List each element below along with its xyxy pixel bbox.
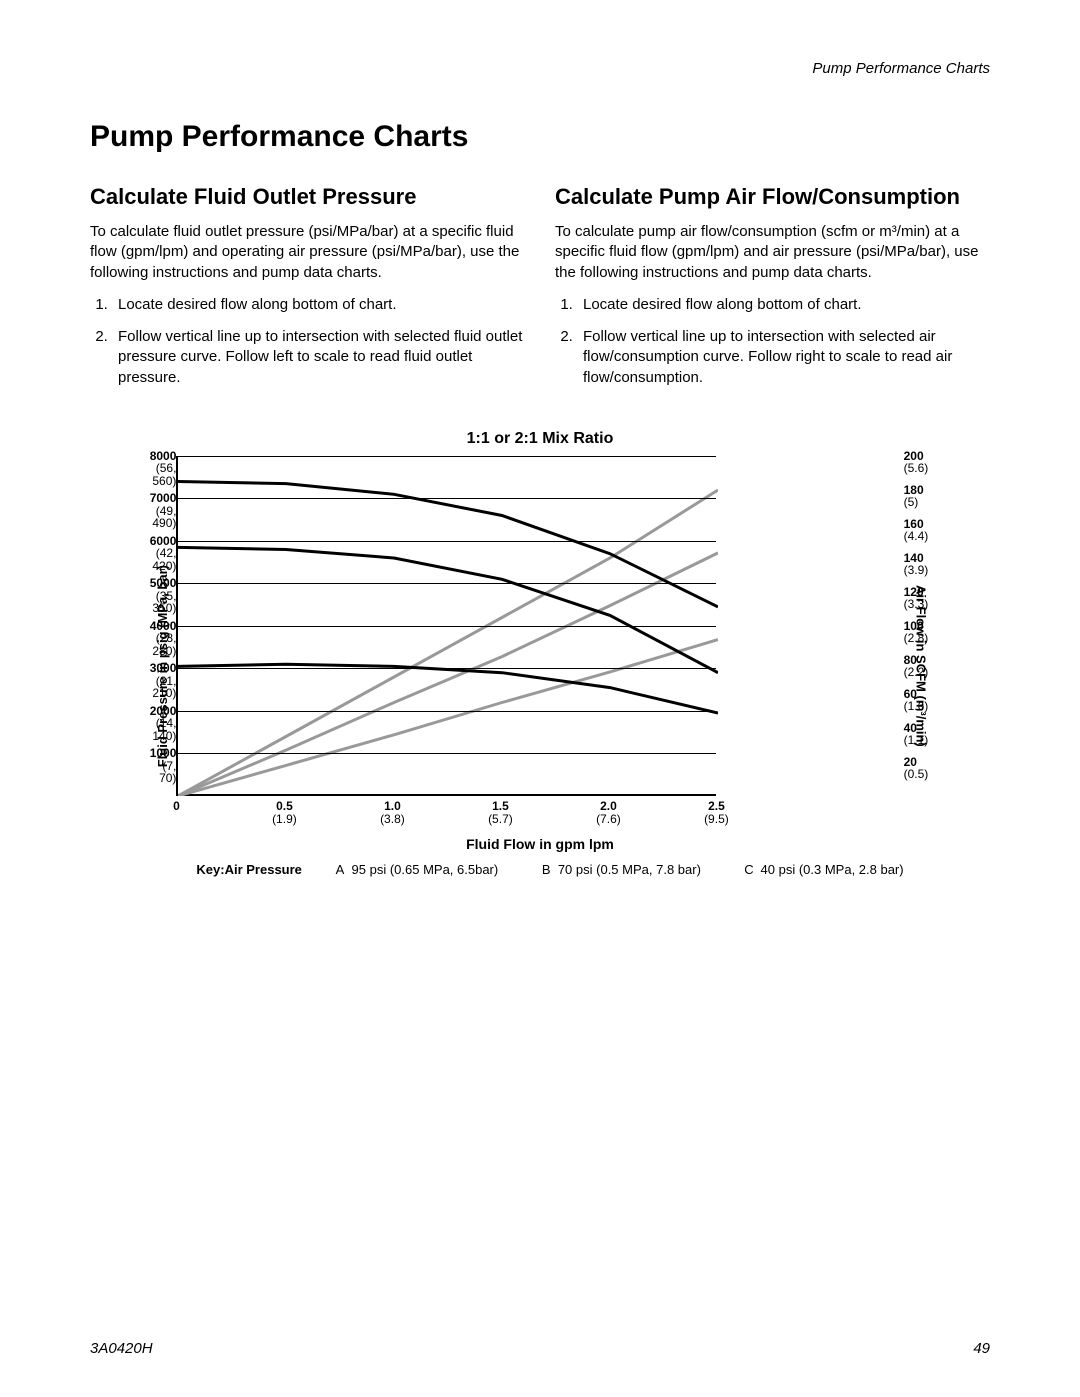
- x-axis-label: Fluid Flow in gpm lpm: [176, 836, 903, 852]
- legend-title: Key:Air Pressure: [196, 862, 302, 877]
- header-section-title: Pump Performance Charts: [812, 60, 990, 77]
- chart-title: 1:1 or 2:1 Mix Ratio: [90, 430, 990, 448]
- footer-page-number: 49: [973, 1340, 990, 1357]
- x-ticks: 00.5(1.9)1.0(3.8)1.5(5.7)2.0(7.6)2.5(9.5…: [176, 800, 716, 830]
- right-heading: Calculate Pump Air Flow/Consumption: [555, 184, 990, 210]
- footer-doc-id: 3A0420H: [90, 1340, 153, 1357]
- left-step-1: Locate desired flow along bottom of char…: [112, 295, 525, 315]
- left-intro: To calculate fluid outlet pressure (psi/…: [90, 222, 525, 283]
- right-intro: To calculate pump air flow/consumption (…: [555, 222, 990, 283]
- right-step-2: Follow vertical line up to intersection …: [577, 327, 990, 388]
- legend-item: C 40 psi (0.3 MPa, 2.8 bar): [741, 862, 904, 877]
- legend-row: Key:Air Pressure A 95 psi (0.65 MPa, 6.5…: [176, 862, 903, 877]
- left-steps: Locate desired flow along bottom of char…: [90, 295, 525, 388]
- right-column: Calculate Pump Air Flow/Consumption To c…: [555, 184, 990, 400]
- instruction-columns: Calculate Fluid Outlet Pressure To calcu…: [90, 184, 990, 400]
- chart-area: 1:1 or 2:1 Mix Ratio Fluid Pressure in p…: [90, 430, 990, 877]
- legend-item: B 70 psi (0.5 MPa, 7.8 bar): [538, 862, 701, 877]
- left-heading: Calculate Fluid Outlet Pressure: [90, 184, 525, 210]
- plot-column: 00.5(1.9)1.0(3.8)1.5(5.7)2.0(7.6)2.5(9.5…: [176, 456, 903, 877]
- page-title: Pump Performance Charts: [90, 120, 990, 154]
- left-column: Calculate Fluid Outlet Pressure To calcu…: [90, 184, 525, 400]
- chart-wrap: Fluid Pressure in psig (MPa, bar) 8000(5…: [90, 456, 990, 877]
- page-footer: 3A0420H 49: [90, 1340, 990, 1357]
- left-step-2: Follow vertical line up to intersection …: [112, 327, 525, 388]
- chart-plot: [176, 456, 716, 796]
- y-right-ticks: 200(5.6)180(5)160(4.4)140(3.9)120(3.3)10…: [904, 456, 910, 796]
- right-steps: Locate desired flow along bottom of char…: [555, 295, 990, 388]
- right-step-1: Locate desired flow along bottom of char…: [577, 295, 990, 315]
- legend-item: A 95 psi (0.65 MPa, 6.5bar): [332, 862, 498, 877]
- legend-items: A 95 psi (0.65 MPa, 6.5bar) B 70 psi (0.5…: [332, 862, 904, 877]
